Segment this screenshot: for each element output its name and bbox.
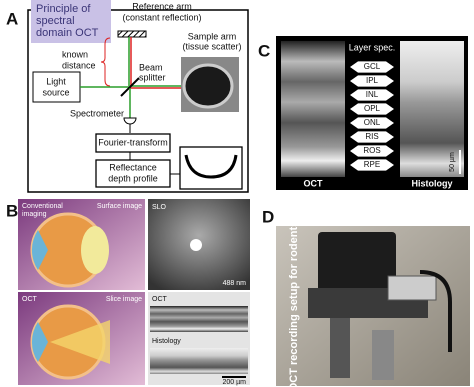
layer-tag xyxy=(350,89,394,101)
histology-image xyxy=(400,41,464,177)
scale-label: 200 µm xyxy=(223,379,247,386)
layer-tag xyxy=(350,61,394,73)
caption: Conventional xyxy=(22,203,63,210)
cornea xyxy=(31,230,48,270)
layer-tag xyxy=(350,145,394,157)
known-distance: distance xyxy=(62,60,96,70)
title: domain OCT xyxy=(36,27,99,39)
panel-b: B Conventional imaging Surface image SLO… xyxy=(6,199,250,386)
oct-image xyxy=(281,41,345,177)
layer-label: INL xyxy=(366,90,379,99)
caption: Slice image xyxy=(106,296,142,303)
layer-label: OPL xyxy=(364,104,381,113)
histology-scan xyxy=(150,348,248,374)
fourier-transform: Fourier-transform xyxy=(98,137,168,147)
layer-label: IPL xyxy=(366,76,379,85)
box xyxy=(95,159,171,188)
cornea xyxy=(31,322,48,362)
layer-heading: Layer spec. xyxy=(349,42,396,52)
post xyxy=(330,318,350,378)
title: Principle of xyxy=(36,3,91,15)
frame xyxy=(27,9,249,193)
oct-device xyxy=(318,232,396,302)
post xyxy=(372,330,394,380)
layer-tag xyxy=(350,159,394,171)
box xyxy=(95,133,171,153)
panel-label: B xyxy=(6,201,18,220)
caption: imaging xyxy=(22,211,47,218)
brace xyxy=(100,37,111,87)
optic-disc xyxy=(190,239,202,251)
eye-pupil xyxy=(182,63,234,109)
light-source: Light xyxy=(46,76,66,86)
sample-arm: (tissue scatter) xyxy=(182,41,241,51)
reflectance: depth profile xyxy=(108,173,158,183)
scale-label: 50 µm xyxy=(449,152,456,172)
beam-splitter: Beam xyxy=(139,62,163,72)
reflectance: Reflectance xyxy=(109,162,157,172)
image-label: Histology xyxy=(411,178,452,188)
layer-label: GCL xyxy=(364,62,381,71)
panel-a: A Principle of spectral domain OCT Refer… xyxy=(6,0,249,193)
layer-label: ONL xyxy=(364,118,381,127)
sample-arm: Sample arm xyxy=(188,31,237,41)
mirror xyxy=(117,30,147,38)
image-label: OCT xyxy=(304,178,324,188)
caption: OCT recording setup for rodents xyxy=(288,221,300,387)
beam-splitter: splitter xyxy=(139,72,166,82)
caption: Surface image xyxy=(97,203,142,210)
panel-label: D xyxy=(262,207,274,226)
spectrometer: Spectrometer xyxy=(70,108,124,118)
caption: SLO xyxy=(152,204,167,211)
splitter xyxy=(120,77,140,97)
layer-tag xyxy=(350,131,394,143)
panel-c: C Layer spec. OCT Histology 50 µm GCL IPL… xyxy=(258,36,468,190)
panel-label: C xyxy=(258,41,270,60)
known-distance: known xyxy=(62,49,88,59)
light-source-box xyxy=(32,71,81,103)
caption: 488 nm xyxy=(223,280,247,287)
panel-d: D OCT recording setup for rodents xyxy=(262,207,470,387)
layer-tag xyxy=(350,117,394,129)
layer-tag xyxy=(350,75,394,87)
caption: Histology xyxy=(152,338,181,345)
layer-label: RIS xyxy=(365,132,378,141)
cable xyxy=(419,270,452,352)
panel-label: A xyxy=(6,9,18,28)
caption: OCT xyxy=(152,296,168,303)
layer-tag xyxy=(350,103,394,115)
layer-label: ROS xyxy=(363,146,380,155)
caption: OCT xyxy=(22,296,38,303)
light-source: source xyxy=(42,87,69,97)
reference-arm: Reference arm xyxy=(132,1,192,11)
oct-scan xyxy=(150,306,248,332)
holder xyxy=(387,275,437,301)
title-box xyxy=(31,0,111,43)
reference-arm: (constant reflection) xyxy=(122,12,201,22)
detector xyxy=(123,117,137,125)
profile-curve xyxy=(184,154,238,179)
layer-label: RPE xyxy=(364,160,380,169)
title: spectral xyxy=(36,15,75,27)
beam-cone xyxy=(50,320,110,364)
lens xyxy=(81,226,109,274)
